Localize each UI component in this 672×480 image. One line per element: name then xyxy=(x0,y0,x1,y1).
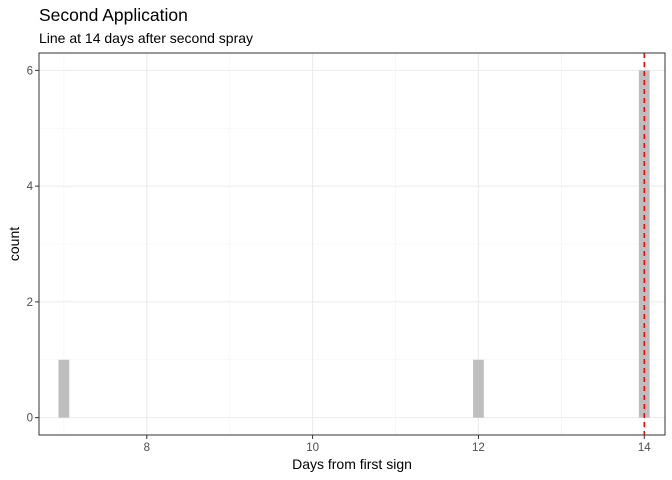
x-tick-label: 8 xyxy=(144,442,150,454)
x-axis-title: Days from first sign xyxy=(292,456,412,472)
y-tick-label: 4 xyxy=(27,181,34,193)
x-tick-label: 14 xyxy=(638,442,651,454)
histogram-bar xyxy=(58,359,70,418)
x-axis: 8 10 12 14 xyxy=(144,435,651,454)
y-axis-title: count xyxy=(6,227,22,261)
histogram-bar xyxy=(473,359,484,418)
y-tick-label: 2 xyxy=(27,297,33,309)
x-tick-label: 12 xyxy=(472,442,485,454)
minor-gridlines xyxy=(39,53,665,435)
y-axis: 0 2 4 6 xyxy=(27,65,39,425)
y-tick-label: 6 xyxy=(27,65,33,77)
panel-border xyxy=(38,52,666,436)
chart-subtitle: Line at 14 days after second spray xyxy=(39,30,253,46)
y-tick-label: 0 xyxy=(27,413,33,425)
x-tick-label: 10 xyxy=(306,442,319,454)
chart-title: Second Application xyxy=(39,5,188,25)
